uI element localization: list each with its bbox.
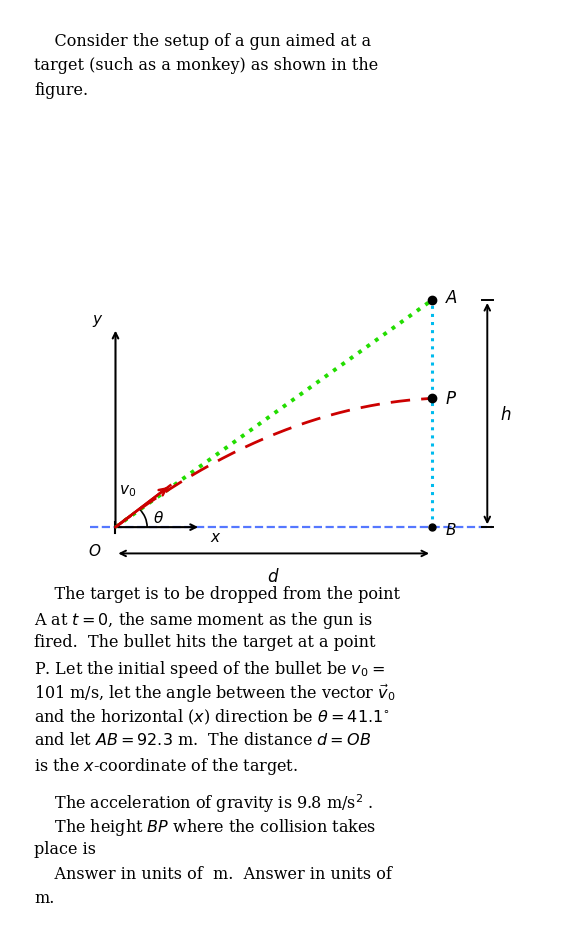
Text: $O$: $O$	[88, 543, 102, 559]
Text: $A$: $A$	[444, 289, 458, 307]
Text: $B$: $B$	[444, 521, 456, 537]
Text: place is: place is	[34, 841, 96, 857]
Text: $x$: $x$	[210, 530, 222, 545]
Text: figure.: figure.	[34, 81, 89, 98]
Text: $P$: $P$	[444, 390, 456, 408]
Text: m.: m.	[34, 889, 55, 906]
Text: $h$: $h$	[500, 405, 511, 423]
Text: Answer in units of  m.  Answer in units of: Answer in units of m. Answer in units of	[34, 865, 392, 882]
Text: $d$: $d$	[267, 567, 280, 586]
Text: $v_0$: $v_0$	[119, 483, 136, 499]
Text: The target is to be dropped from the point: The target is to be dropped from the poi…	[34, 585, 400, 602]
Text: 101 m/s, let the angle between the vector $\vec{v}_0$: 101 m/s, let the angle between the vecto…	[34, 682, 396, 705]
Text: is the $x$-coordinate of the target.: is the $x$-coordinate of the target.	[34, 755, 298, 776]
Text: $y$: $y$	[92, 313, 104, 329]
Text: P. Let the initial speed of the bullet be $v_0 =$: P. Let the initial speed of the bullet b…	[34, 658, 385, 679]
Text: fired.  The bullet hits the target at a point: fired. The bullet hits the target at a p…	[34, 634, 376, 651]
Text: $\theta$: $\theta$	[153, 509, 164, 525]
Text: The height $BP$ where the collision takes: The height $BP$ where the collision take…	[34, 816, 376, 837]
Text: and let $AB = 92.3$ m.  The distance $d = OB$: and let $AB = 92.3$ m. The distance $d =…	[34, 731, 371, 748]
Text: A at $t = 0$, the same moment as the gun is: A at $t = 0$, the same moment as the gun…	[34, 609, 373, 630]
Text: The acceleration of gravity is 9.8 m/s$^2$ .: The acceleration of gravity is 9.8 m/s$^…	[34, 792, 374, 814]
Text: and the horizontal ($x$) direction be $\theta = 41.1^{\circ}$: and the horizontal ($x$) direction be $\…	[34, 707, 390, 726]
Text: Consider the setup of a gun aimed at a: Consider the setup of a gun aimed at a	[34, 33, 371, 50]
Text: target (such as a monkey) as shown in the: target (such as a monkey) as shown in th…	[34, 57, 379, 74]
